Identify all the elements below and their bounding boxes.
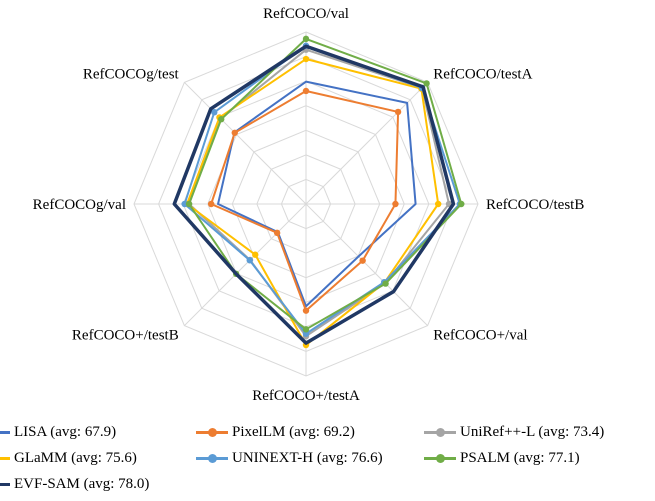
legend-item: PSALM (avg: 77.1) (424, 448, 580, 468)
data-point (211, 109, 218, 116)
legend-label: EVF-SAM (avg: 78.0) (14, 475, 150, 492)
legend-swatch (0, 474, 10, 494)
legend-swatch (424, 448, 456, 468)
data-point (302, 326, 310, 333)
legend-line (0, 483, 10, 486)
legend-label: GLaMM (avg: 75.6) (14, 449, 137, 466)
radar-series (172, 35, 465, 349)
legend-marker (208, 428, 217, 437)
series-evf-sam (172, 44, 456, 345)
legend-swatch (196, 448, 228, 468)
data-point (302, 330, 310, 337)
series-psalm (185, 35, 465, 333)
legend-marker (436, 428, 445, 437)
legend-swatch (196, 422, 228, 442)
legend-item: UniRef++-L (avg: 73.4) (424, 422, 604, 442)
series-line (172, 44, 456, 345)
axis-labels: RefCOCO/val RefCOCO/testA RefCOCO/testB Ref… (33, 6, 585, 404)
data-point (458, 200, 465, 208)
axis-label: RefCOCO+/testA (252, 388, 360, 404)
data-point (185, 200, 193, 208)
axis-label: RefCOCO/testA (433, 67, 532, 83)
radar-chart: RefCOCO/val RefCOCO/testA RefCOCO/testB Ref… (33, 6, 585, 404)
legend-item: EVF-SAM (avg: 78.0) (0, 474, 149, 494)
legend-item: GLaMM (avg: 75.6) (0, 448, 137, 468)
data-point (302, 35, 310, 43)
legend-marker (436, 454, 445, 463)
data-point (246, 257, 253, 264)
data-point (207, 200, 215, 208)
data-point (302, 307, 310, 314)
data-point (423, 80, 430, 87)
data-point (273, 229, 281, 237)
axis-label: RefCOCO+/val (433, 327, 527, 343)
grid-spoke (184, 82, 307, 205)
legend-label: PixelLM (avg: 69.2) (232, 423, 355, 440)
data-point (302, 55, 310, 63)
legend-item: UNINEXT-H (avg: 76.6) (196, 448, 383, 468)
axis-label: RefCOCO+/testB (72, 327, 179, 343)
legend-marker (208, 454, 217, 463)
axis-label: RefCOCO/val (263, 6, 349, 22)
series-line (217, 80, 417, 308)
legend-label: LISA (avg: 67.9) (14, 423, 117, 440)
grid-spoke (184, 203, 307, 326)
data-point (218, 116, 225, 123)
data-point (359, 257, 366, 264)
legend-label: UniRef++-L (avg: 73.4) (460, 423, 605, 440)
data-point (394, 108, 402, 116)
legend-swatch (0, 422, 10, 442)
axis-label: RefCOCOg/val (33, 197, 126, 213)
legend-line (0, 431, 10, 434)
legend-line (0, 457, 10, 460)
data-point (382, 280, 389, 287)
data-point (181, 200, 188, 208)
grid-spoke (305, 203, 428, 326)
axis-label: RefCOCOg/test (83, 67, 180, 83)
legend-swatch (0, 448, 10, 468)
series-pixellm (207, 87, 402, 314)
legend-label: UNINEXT-H (avg: 76.6) (232, 449, 383, 466)
axis-label: RefCOCO/testB (486, 197, 584, 213)
legend-item: LISA (avg: 67.9) (0, 422, 116, 442)
series-uniref-l (185, 46, 453, 340)
series-lisa (217, 80, 417, 308)
legend: LISA (avg: 67.9) PixelLM (avg: 69.2) UniRe… (0, 418, 655, 501)
data-point (434, 200, 442, 208)
data-point (252, 251, 259, 258)
legend-item: PixelLM (avg: 69.2) (196, 422, 355, 442)
data-point (302, 87, 310, 95)
legend-label: PSALM (avg: 77.1) (460, 449, 580, 466)
data-point (231, 129, 238, 136)
data-point (392, 200, 399, 208)
legend-swatch (424, 422, 456, 442)
grid-spoke (305, 82, 428, 205)
